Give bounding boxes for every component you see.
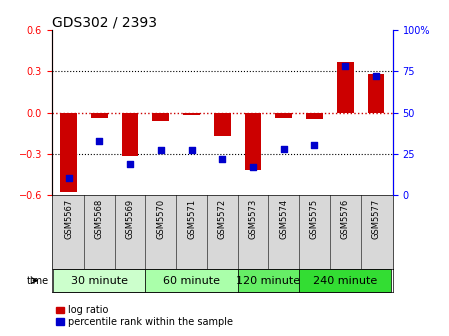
Point [188, 148, 195, 153]
Point [65, 176, 72, 181]
Text: GSM5568: GSM5568 [95, 199, 104, 239]
Text: GSM5574: GSM5574 [279, 199, 288, 239]
Bar [60, 113, 77, 192]
Text: time: time [27, 276, 49, 286]
Text: GSM5573: GSM5573 [248, 199, 257, 239]
Text: GSM5569: GSM5569 [126, 199, 135, 239]
Bar [368, 74, 384, 113]
Text: GSM5567: GSM5567 [64, 199, 73, 239]
Bar [91, 113, 108, 118]
Bar [122, 113, 138, 157]
Text: GSM5576: GSM5576 [341, 199, 350, 239]
Text: GSM5570: GSM5570 [156, 199, 165, 239]
Legend: log ratio, percentile rank within the sample: log ratio, percentile rank within the sa… [52, 301, 237, 331]
Point [127, 161, 134, 166]
Text: 240 minute: 240 minute [313, 276, 377, 286]
Text: GSM5577: GSM5577 [371, 199, 380, 239]
Bar [152, 113, 169, 121]
Point [280, 146, 287, 152]
Point [96, 138, 103, 143]
Text: GSM5575: GSM5575 [310, 199, 319, 239]
Text: 60 minute: 60 minute [163, 276, 220, 286]
Bar [275, 113, 292, 118]
Text: GSM5571: GSM5571 [187, 199, 196, 239]
Bar [214, 113, 231, 136]
Point [311, 143, 318, 148]
Point [342, 64, 349, 69]
Bar [53, 269, 145, 292]
Bar [245, 113, 261, 170]
Point [372, 74, 379, 79]
Text: 120 minute: 120 minute [236, 276, 300, 286]
Bar [145, 269, 238, 292]
Bar [306, 113, 323, 119]
Point [219, 156, 226, 161]
Bar [238, 269, 299, 292]
Text: 30 minute: 30 minute [71, 276, 128, 286]
Bar [183, 113, 200, 115]
Bar [337, 62, 354, 113]
Bar [299, 269, 392, 292]
Point [249, 164, 256, 170]
Text: GDS302 / 2393: GDS302 / 2393 [52, 15, 157, 29]
Point [157, 148, 164, 153]
Text: GSM5572: GSM5572 [218, 199, 227, 239]
